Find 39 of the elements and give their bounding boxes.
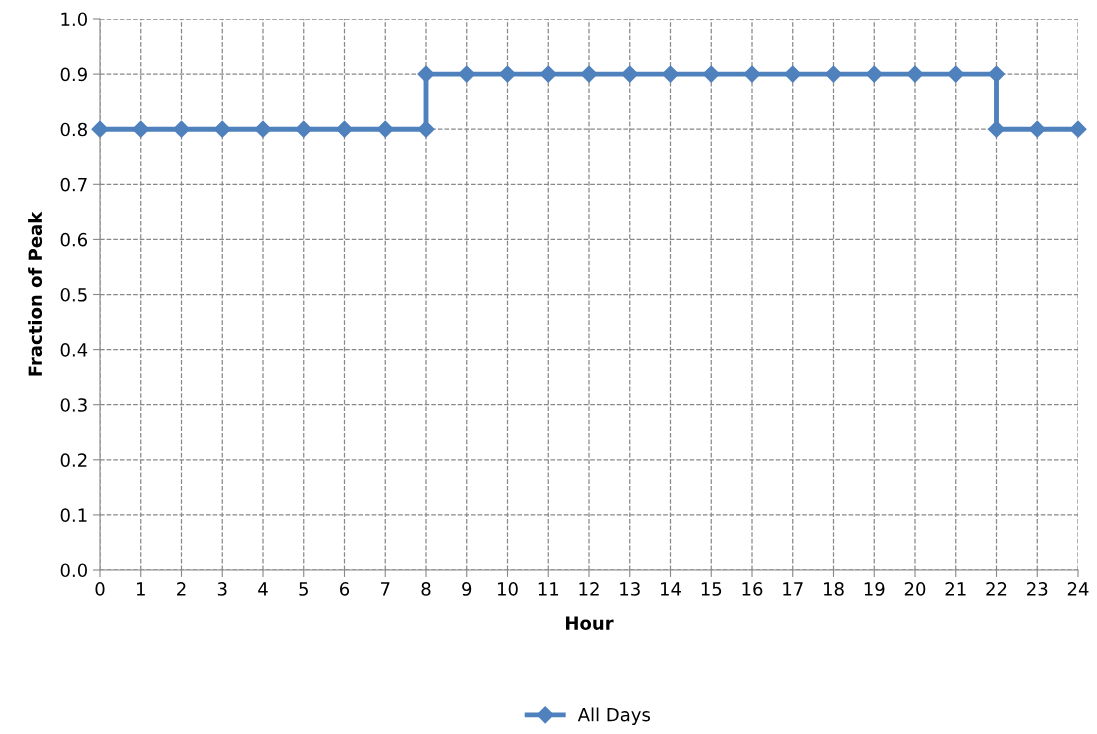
y-tick-label: 0.2 <box>60 453 87 467</box>
x-tick-label: 5 <box>299 582 308 596</box>
y-tick-label: 1.0 <box>61 12 87 27</box>
x-tick-label: 21 <box>945 582 966 596</box>
x-tick-label: 0 <box>95 582 105 596</box>
x-tick-label: 23 <box>1027 582 1048 596</box>
x-tick-label: 10 <box>498 582 518 596</box>
x-tick-label: 6 <box>340 582 350 596</box>
y-tick-label: 0.3 <box>60 398 87 412</box>
x-tick-label: 3 <box>217 582 227 596</box>
x-tick-label: 12 <box>579 582 599 596</box>
x-tick-label: 1 <box>136 582 145 596</box>
x-tick-label: 14 <box>661 582 681 596</box>
x-tick-label: 22 <box>986 582 1007 596</box>
x-tick-label: 11 <box>538 582 559 596</box>
x-tick-label: 18 <box>824 582 844 596</box>
x-tick-label: 9 <box>462 582 472 596</box>
y-tick-label: 0.1 <box>60 508 87 523</box>
x-axis-title: Hour <box>566 616 614 630</box>
x-tick-label: 16 <box>742 582 763 596</box>
x-tick-label: 13 <box>620 582 640 596</box>
x-tick-label: 4 <box>258 582 268 596</box>
x-tick-label: 17 <box>783 582 803 596</box>
y-axis-title: Fraction of Peak <box>28 211 43 376</box>
x-tick-label: 24 <box>1067 582 1089 596</box>
y-tick-label: 0.7 <box>60 177 87 192</box>
y-tick-label: 0.6 <box>60 232 88 247</box>
x-tick-label: 19 <box>864 582 885 596</box>
y-tick-label: 0.9 <box>60 67 87 82</box>
x-tick-label: 7 <box>380 582 390 596</box>
legend-label: All Days <box>577 707 650 725</box>
y-tick-label: 0.0 <box>60 563 87 578</box>
x-tick-label: 15 <box>701 582 722 596</box>
x-tick-label: 8 <box>421 582 431 596</box>
y-tick-label: 0.4 <box>60 343 88 357</box>
x-tick-label: 20 <box>904 582 926 596</box>
x-tick-label: 2 <box>177 582 186 596</box>
y-tick-label: 0.8 <box>60 122 87 137</box>
y-tick-label: 0.5 <box>60 287 87 302</box>
